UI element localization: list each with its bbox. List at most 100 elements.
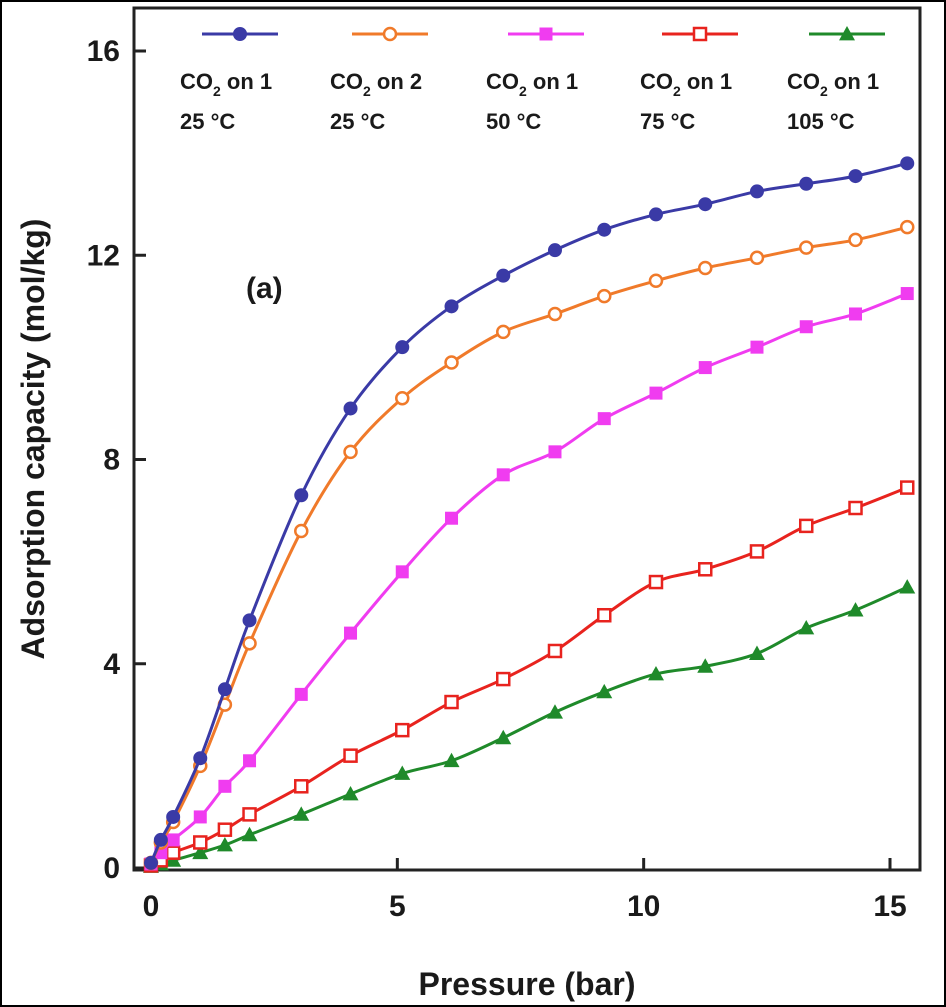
series-1-point — [799, 176, 814, 191]
series-5-point — [241, 826, 258, 842]
series-3-point — [698, 361, 712, 375]
legend-entry-4: CO2 on 1 75 °C — [640, 26, 738, 134]
legend-temperature: 75 °C — [640, 109, 695, 134]
series-2-point — [648, 273, 664, 289]
x-tick-label: 0 — [143, 890, 160, 923]
series-2-point — [294, 523, 309, 539]
series-2-point — [899, 219, 915, 235]
series-1-point — [444, 299, 459, 314]
legend-temperature: 25 °C — [330, 109, 385, 134]
legend-swatch-marker — [382, 26, 398, 42]
series-5-point — [546, 704, 563, 719]
series-1-point — [217, 682, 232, 697]
series-3-point — [193, 810, 207, 824]
series-1-point — [343, 401, 358, 416]
series-4-point — [294, 779, 309, 794]
legend-temperature: 50 °C — [486, 109, 541, 134]
legend-swatch-marker — [692, 26, 708, 42]
series-1-point — [496, 268, 511, 283]
series-4-point — [899, 480, 915, 495]
series-3-point — [849, 307, 863, 321]
legend-label: CO2 on 1 — [787, 69, 879, 99]
series-3-point — [294, 687, 308, 701]
legend-label-subscript: 2 — [363, 83, 371, 99]
series-3-point — [496, 468, 510, 482]
series-5-point — [899, 579, 916, 594]
series-4-point — [798, 518, 814, 534]
legend-label-part: CO — [486, 69, 519, 94]
legend-label-part: on 1 — [221, 69, 272, 94]
series-1-point — [648, 207, 663, 222]
series-2-point — [749, 250, 765, 266]
series-1-point — [144, 855, 158, 870]
series-1-point — [597, 222, 612, 237]
series-2-point — [698, 260, 713, 276]
series-4-point — [698, 562, 713, 577]
series-1 — [144, 156, 915, 870]
series-2-point — [395, 390, 410, 406]
axes: 0 4 8 12 16 0 5 10 15 — [87, 35, 907, 923]
series-1-point — [294, 488, 309, 503]
series-4-point — [749, 544, 765, 559]
series-4 — [143, 480, 915, 873]
series-1-point — [153, 832, 168, 847]
plot-frame — [132, 6, 922, 872]
series-3-point — [344, 626, 358, 640]
series-3-point — [166, 833, 180, 847]
legend-label-part: CO — [330, 69, 363, 94]
series-5 — [143, 579, 916, 873]
series-3-point — [799, 320, 813, 334]
series-5-point — [647, 665, 664, 681]
legend-label-part: on 1 — [828, 69, 879, 94]
legend-label-part: CO — [180, 69, 213, 94]
legend-label-part: on 1 — [681, 69, 732, 94]
legend-label: CO2 on 1 — [180, 69, 272, 99]
series-1-point — [848, 169, 863, 184]
y-tick-label: 16 — [87, 35, 120, 68]
series-5-point — [443, 752, 460, 768]
legend-swatch-marker — [839, 26, 855, 41]
series-5-point — [697, 658, 714, 673]
series-5-point — [748, 645, 765, 660]
legend-label: CO2 on 1 — [486, 69, 578, 99]
series-5-point — [192, 844, 209, 860]
series-3-point — [900, 287, 914, 301]
series-4-point — [496, 671, 511, 687]
y-tick-label: 0 — [103, 852, 120, 885]
series-2-point — [547, 306, 563, 322]
series-2-point — [597, 288, 612, 304]
x-tick-label: 15 — [873, 890, 906, 923]
y-tick-label: 12 — [87, 239, 120, 272]
legend-label-part: CO — [640, 69, 673, 94]
x-tick-label: 10 — [627, 890, 660, 923]
series-layer — [143, 156, 916, 873]
legend-label-subscript: 2 — [519, 83, 527, 99]
series-4-point — [193, 835, 208, 850]
legend-temperature: 105 °C — [787, 109, 855, 134]
series-2-point — [242, 636, 257, 651]
series-2-point — [496, 324, 511, 340]
legend-label-subscript: 2 — [673, 83, 681, 99]
series-3 — [144, 287, 914, 871]
series-5-point — [596, 683, 613, 699]
series-1-point — [395, 340, 410, 355]
series-4-point — [165, 845, 181, 860]
series-1-point — [547, 243, 562, 258]
series-5-point — [798, 620, 815, 635]
legend-entry-2: CO2 on 2 25 °C — [330, 26, 428, 134]
series-4-point — [343, 748, 358, 763]
series-2-point — [343, 444, 358, 460]
series-4-point — [597, 607, 612, 623]
series-3-point — [218, 779, 232, 793]
series-3-point — [649, 386, 663, 400]
series-4-point — [217, 822, 233, 837]
series-3-point — [597, 412, 611, 426]
y-tick-label: 4 — [103, 648, 120, 681]
series-5-point — [293, 806, 310, 821]
series-3-point — [750, 340, 764, 354]
series-5-point — [394, 765, 411, 780]
series-2-point — [848, 232, 863, 248]
